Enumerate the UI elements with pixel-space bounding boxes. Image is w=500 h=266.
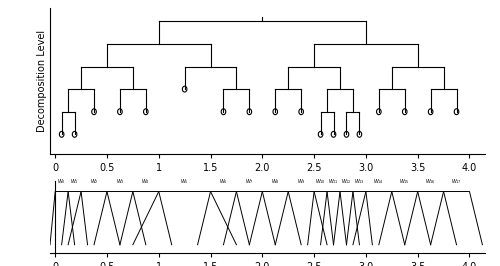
Text: $W_{8}$: $W_{8}$ <box>271 177 280 186</box>
Text: $W_{6}$: $W_{6}$ <box>219 177 228 186</box>
Text: $W_{4}$: $W_{4}$ <box>142 177 150 186</box>
Text: $W_{15}$: $W_{15}$ <box>400 177 410 186</box>
Text: $W_{11}$: $W_{11}$ <box>328 177 339 186</box>
X-axis label: Frequency (kHz): Frequency (kHz) <box>222 179 313 189</box>
Text: $W_{5}$: $W_{5}$ <box>180 177 189 186</box>
Text: $W_{13}$: $W_{13}$ <box>354 177 365 186</box>
Text: $W_{12}$: $W_{12}$ <box>341 177 352 186</box>
Text: $W_{3}$: $W_{3}$ <box>116 177 124 186</box>
Text: $W_{0}$: $W_{0}$ <box>58 177 66 186</box>
Y-axis label: Decomposition Level: Decomposition Level <box>37 30 47 132</box>
Text: $W_{14}$: $W_{14}$ <box>374 177 384 186</box>
Text: $W_{1}$: $W_{1}$ <box>70 177 79 186</box>
Text: $W_{10}$: $W_{10}$ <box>315 177 326 186</box>
Text: $W_{7}$: $W_{7}$ <box>245 177 254 186</box>
Text: $W_{17}$: $W_{17}$ <box>451 177 462 186</box>
Text: $W_{16}$: $W_{16}$ <box>425 177 436 186</box>
Text: $W_{9}$: $W_{9}$ <box>297 177 306 186</box>
Text: $W_{2}$: $W_{2}$ <box>90 177 98 186</box>
